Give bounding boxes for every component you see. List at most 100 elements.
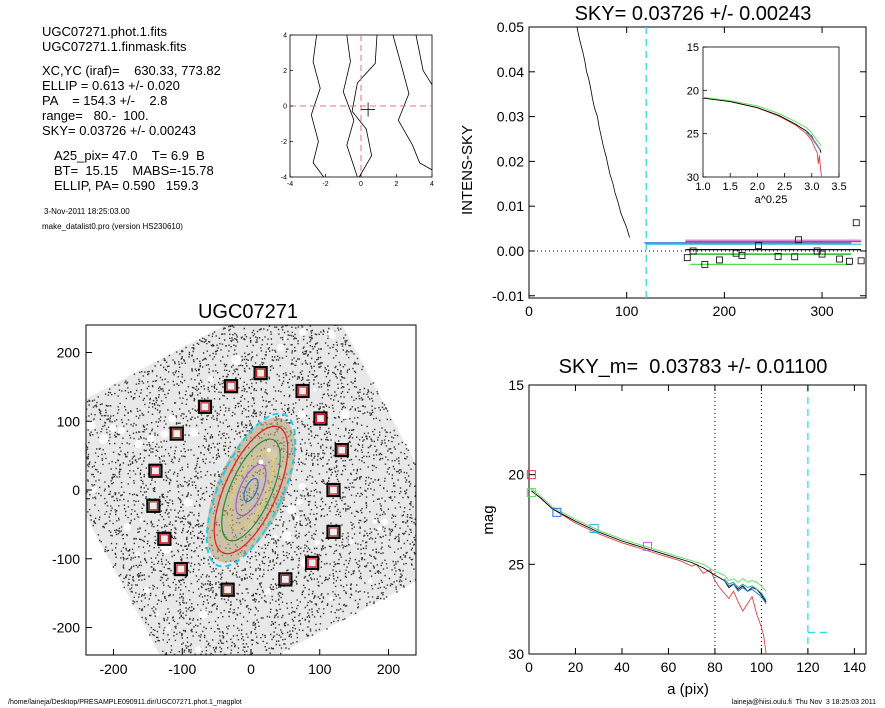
contour-line xyxy=(392,34,433,171)
sky-x-tick-label: 200 xyxy=(713,303,737,319)
footer-path: /home/laineja/Desktop/PRESAMPLE090911.di… xyxy=(8,699,242,706)
mag-marker xyxy=(643,541,653,551)
profile-line xyxy=(576,26,630,238)
sky-box xyxy=(148,463,163,478)
masked-star xyxy=(160,429,169,438)
image-layer xyxy=(86,325,416,655)
isophote-ellipse xyxy=(205,412,297,568)
sky-point xyxy=(791,253,799,261)
masked-star xyxy=(135,551,141,557)
mag-series-line xyxy=(531,490,767,603)
masked-star xyxy=(189,428,199,438)
sky-box xyxy=(313,411,328,426)
mag-x-tick-label: 0 xyxy=(525,659,533,675)
sky-x-tick-label: 0 xyxy=(525,303,533,319)
sky-y-tick-label: 0.04 xyxy=(497,64,524,80)
contour-x-tick-label: 4 xyxy=(430,181,434,188)
masked-star xyxy=(296,498,303,506)
galaxy-x-tick-label: 0 xyxy=(247,661,255,677)
mag-x-tick-label: 80 xyxy=(707,659,723,675)
sky-box xyxy=(305,555,320,570)
sky-box-inner xyxy=(328,485,339,495)
sky-box xyxy=(334,443,349,458)
header-program: make_datalist0.pro (version HS230610) xyxy=(42,222,183,231)
contour-y-tick-label: -2 xyxy=(281,139,287,146)
contour-x-tick-label: -2 xyxy=(322,181,328,188)
sky-box-inner xyxy=(150,466,161,476)
sky-point xyxy=(701,261,709,268)
masked-star xyxy=(144,587,150,594)
masked-star xyxy=(381,518,388,526)
sky-box-inner xyxy=(297,386,308,396)
galaxy-x-tick-label: -200 xyxy=(99,661,127,677)
sky-profile-frame xyxy=(528,26,867,299)
inset-x-tick-label: 1.0 xyxy=(695,181,710,193)
mag-y-tick-label: 15 xyxy=(508,377,524,393)
sky-box xyxy=(295,383,310,399)
masked-star xyxy=(183,498,193,507)
inset-y-tick-label: 20 xyxy=(687,85,699,97)
contour-line xyxy=(342,34,358,178)
sky-point xyxy=(795,236,802,244)
header-xcyc: XC,YC (iraf)= 630.33, 773.82 xyxy=(42,63,221,78)
sky-box-inner xyxy=(223,585,233,595)
contour-y-tick-label: 4 xyxy=(283,33,287,40)
sky-box xyxy=(223,379,239,394)
mag-profile-panel: SKY_m= 0.03783 +/- 0.01100 mag a (pix) 0… xyxy=(480,356,867,698)
sky-box xyxy=(169,426,184,441)
galaxy-knot xyxy=(267,448,271,452)
masked-star xyxy=(297,410,306,419)
sky-box-inner xyxy=(256,368,266,378)
sky-box-inner xyxy=(328,527,339,537)
mag-y-tick-label: 30 xyxy=(508,646,524,662)
sky-y-tick-label: 0.00 xyxy=(497,243,524,259)
mag-series-line xyxy=(723,580,767,605)
galaxy-knot xyxy=(258,459,264,465)
sky-point xyxy=(836,255,844,263)
galaxy-y-tick-label: -200 xyxy=(52,620,80,636)
masked-star xyxy=(231,354,242,365)
isophote-ellipse xyxy=(228,451,274,529)
mag-marker xyxy=(589,523,599,533)
mag-profile-title: SKY_m= 0.03783 +/- 0.01100 xyxy=(559,356,828,378)
masked-star xyxy=(339,409,350,420)
mag-profile-frame xyxy=(528,384,867,655)
mag-marker xyxy=(526,488,536,498)
contour-x-tick-label: 2 xyxy=(395,181,399,188)
sky-point xyxy=(857,257,865,265)
sky-point xyxy=(755,242,762,249)
sky-y-tick-label: -0.01 xyxy=(492,288,524,304)
sky-point xyxy=(774,252,782,260)
contour-x-tick-label: -4 xyxy=(287,181,293,188)
masked-star xyxy=(294,516,301,522)
sky-x-tick-label: 100 xyxy=(615,303,639,319)
sky-box xyxy=(326,524,341,540)
sky-box xyxy=(253,366,268,381)
sky-point xyxy=(683,254,691,262)
sky-box-inner xyxy=(159,534,169,544)
sky-point xyxy=(738,252,746,259)
sky-y-tick-label: 0.02 xyxy=(497,153,524,169)
masked-star xyxy=(207,376,214,382)
masked-star xyxy=(377,525,383,532)
masked-star xyxy=(165,625,172,632)
masked-star xyxy=(348,538,354,545)
header-pa: PA = 154.3 +/- 2.8 xyxy=(42,93,168,108)
sky-point xyxy=(845,257,853,265)
header-file-line-2: UGC07271.1.finmask.fits xyxy=(42,39,187,54)
sky-profile-title: SKY= 0.03726 +/- 0.00243 xyxy=(575,3,812,25)
galaxy-y-tick-label: 0 xyxy=(72,482,80,498)
masked-star xyxy=(155,611,160,616)
inset-y-tick-label: 30 xyxy=(687,172,699,184)
footer-user-date: laineja@hiisi.oulu.fi Thu Nov 3 18:25:03… xyxy=(732,699,876,706)
inset-series-line xyxy=(808,133,821,150)
sky-point xyxy=(852,219,860,227)
masked-star xyxy=(117,426,126,435)
header-a25: A25_pix= 47.0 T= 6.9 B xyxy=(54,148,205,163)
header-range: range= 80.- 100. xyxy=(42,108,149,123)
masked-star xyxy=(314,539,321,546)
masked-star xyxy=(109,424,117,433)
sky-profile-y-label: INTENS-SKY xyxy=(459,125,476,215)
mag-series-line xyxy=(723,578,767,601)
